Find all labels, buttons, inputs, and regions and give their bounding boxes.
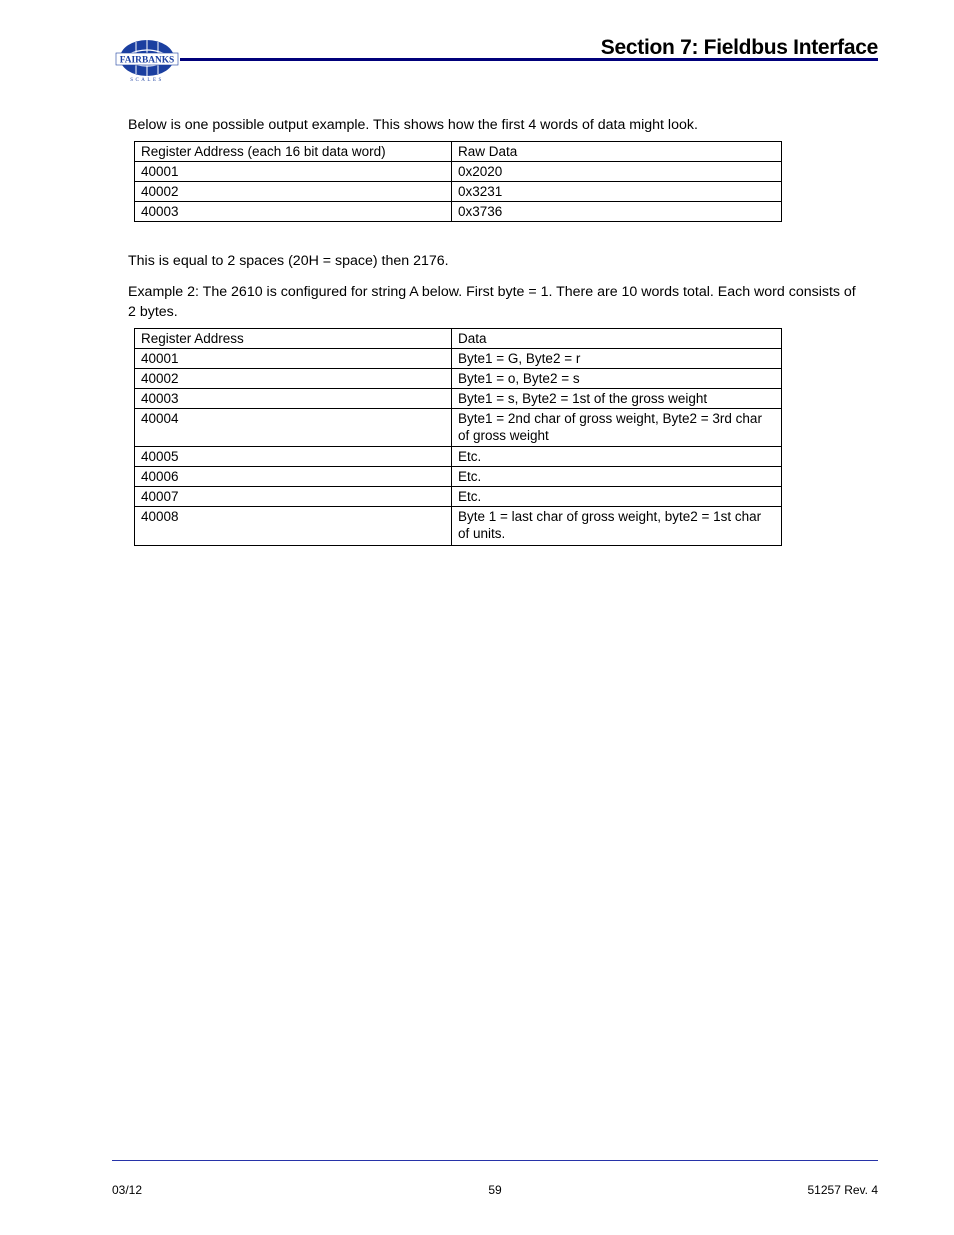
table-header-cell: Register Address <box>135 328 452 348</box>
table-row: 40004Byte1 = 2nd char of gross weight, B… <box>135 408 782 447</box>
table-cell: Byte1 = o, Byte2 = s <box>452 368 782 388</box>
table-output-example: Register Address (each 16 bit data word)… <box>134 141 782 222</box>
table-cell: Byte1 = G, Byte2 = r <box>452 348 782 368</box>
table-cell: Byte1 = s, Byte2 = 1st of the gross weig… <box>452 388 782 408</box>
fairbanks-logo: FAIRBANKS SCALES <box>112 36 182 84</box>
table-cell: 40004 <box>135 408 452 447</box>
table-header-row: Register Address (each 16 bit data word)… <box>135 142 782 162</box>
table-row: 400010x2020 <box>135 162 782 182</box>
table-row: 40008Byte 1 = last char of gross weight,… <box>135 507 782 546</box>
intro-paragraph: Below is one possible output example. Th… <box>128 116 862 135</box>
table-row: 40003Byte1 = s, Byte2 = 1st of the gross… <box>135 388 782 408</box>
logo-subtext: SCALES <box>130 78 164 83</box>
table-row: 40007Etc. <box>135 487 782 507</box>
table-header-cell: Raw Data <box>452 142 782 162</box>
table-cell: 40007 <box>135 487 452 507</box>
table-cell: Etc. <box>452 467 782 487</box>
table-header-row: Register Address Data <box>135 328 782 348</box>
page-content: Below is one possible output example. Th… <box>128 116 862 562</box>
page-header: FAIRBANKS SCALES Section 7: Fieldbus Int… <box>112 36 878 74</box>
table-header-cell: Data <box>452 328 782 348</box>
table-row: 40002Byte1 = o, Byte2 = s <box>135 368 782 388</box>
section-title: Section 7: Fieldbus Interface <box>601 36 878 60</box>
table-row: 40005Etc. <box>135 447 782 467</box>
table-cell: 40003 <box>135 202 452 222</box>
table-cell: Byte1 = 2nd char of gross weight, Byte2 … <box>452 408 782 447</box>
table-cell: 40002 <box>135 368 452 388</box>
table-cell: 0x2020 <box>452 162 782 182</box>
table-row: 400030x3736 <box>135 202 782 222</box>
table-cell: Etc. <box>452 487 782 507</box>
table-cell: 40006 <box>135 467 452 487</box>
footer-date: 03/12 <box>112 1183 142 1197</box>
table-cell: Byte 1 = last char of gross weight, byte… <box>452 507 782 546</box>
mid-paragraph-1: This is equal to 2 spaces (20H = space) … <box>128 252 862 271</box>
header-rule <box>180 58 878 61</box>
footer-rule <box>112 1160 878 1161</box>
mid-paragraph-2: Example 2: The 2610 is configured for st… <box>128 283 862 321</box>
table-header-cell: Register Address (each 16 bit data word) <box>135 142 452 162</box>
table-cell: 0x3231 <box>452 182 782 202</box>
table-cell: 40005 <box>135 447 452 467</box>
table-row: 40006Etc. <box>135 467 782 487</box>
table-cell: Etc. <box>452 447 782 467</box>
table-cell: 0x3736 <box>452 202 782 222</box>
logo-text: FAIRBANKS <box>120 56 175 66</box>
page-number: 59 <box>488 1183 501 1197</box>
table-cell: 40001 <box>135 348 452 368</box>
table-row: 40001Byte1 = G, Byte2 = r <box>135 348 782 368</box>
table-cell: 40008 <box>135 507 452 546</box>
table-string-a-example: Register Address Data 40001Byte1 = G, By… <box>134 328 782 547</box>
table-cell: 40003 <box>135 388 452 408</box>
footer-revision: 51257 Rev. 4 <box>808 1183 879 1197</box>
table-cell: 40002 <box>135 182 452 202</box>
table-cell: 40001 <box>135 162 452 182</box>
table-row: 400020x3231 <box>135 182 782 202</box>
